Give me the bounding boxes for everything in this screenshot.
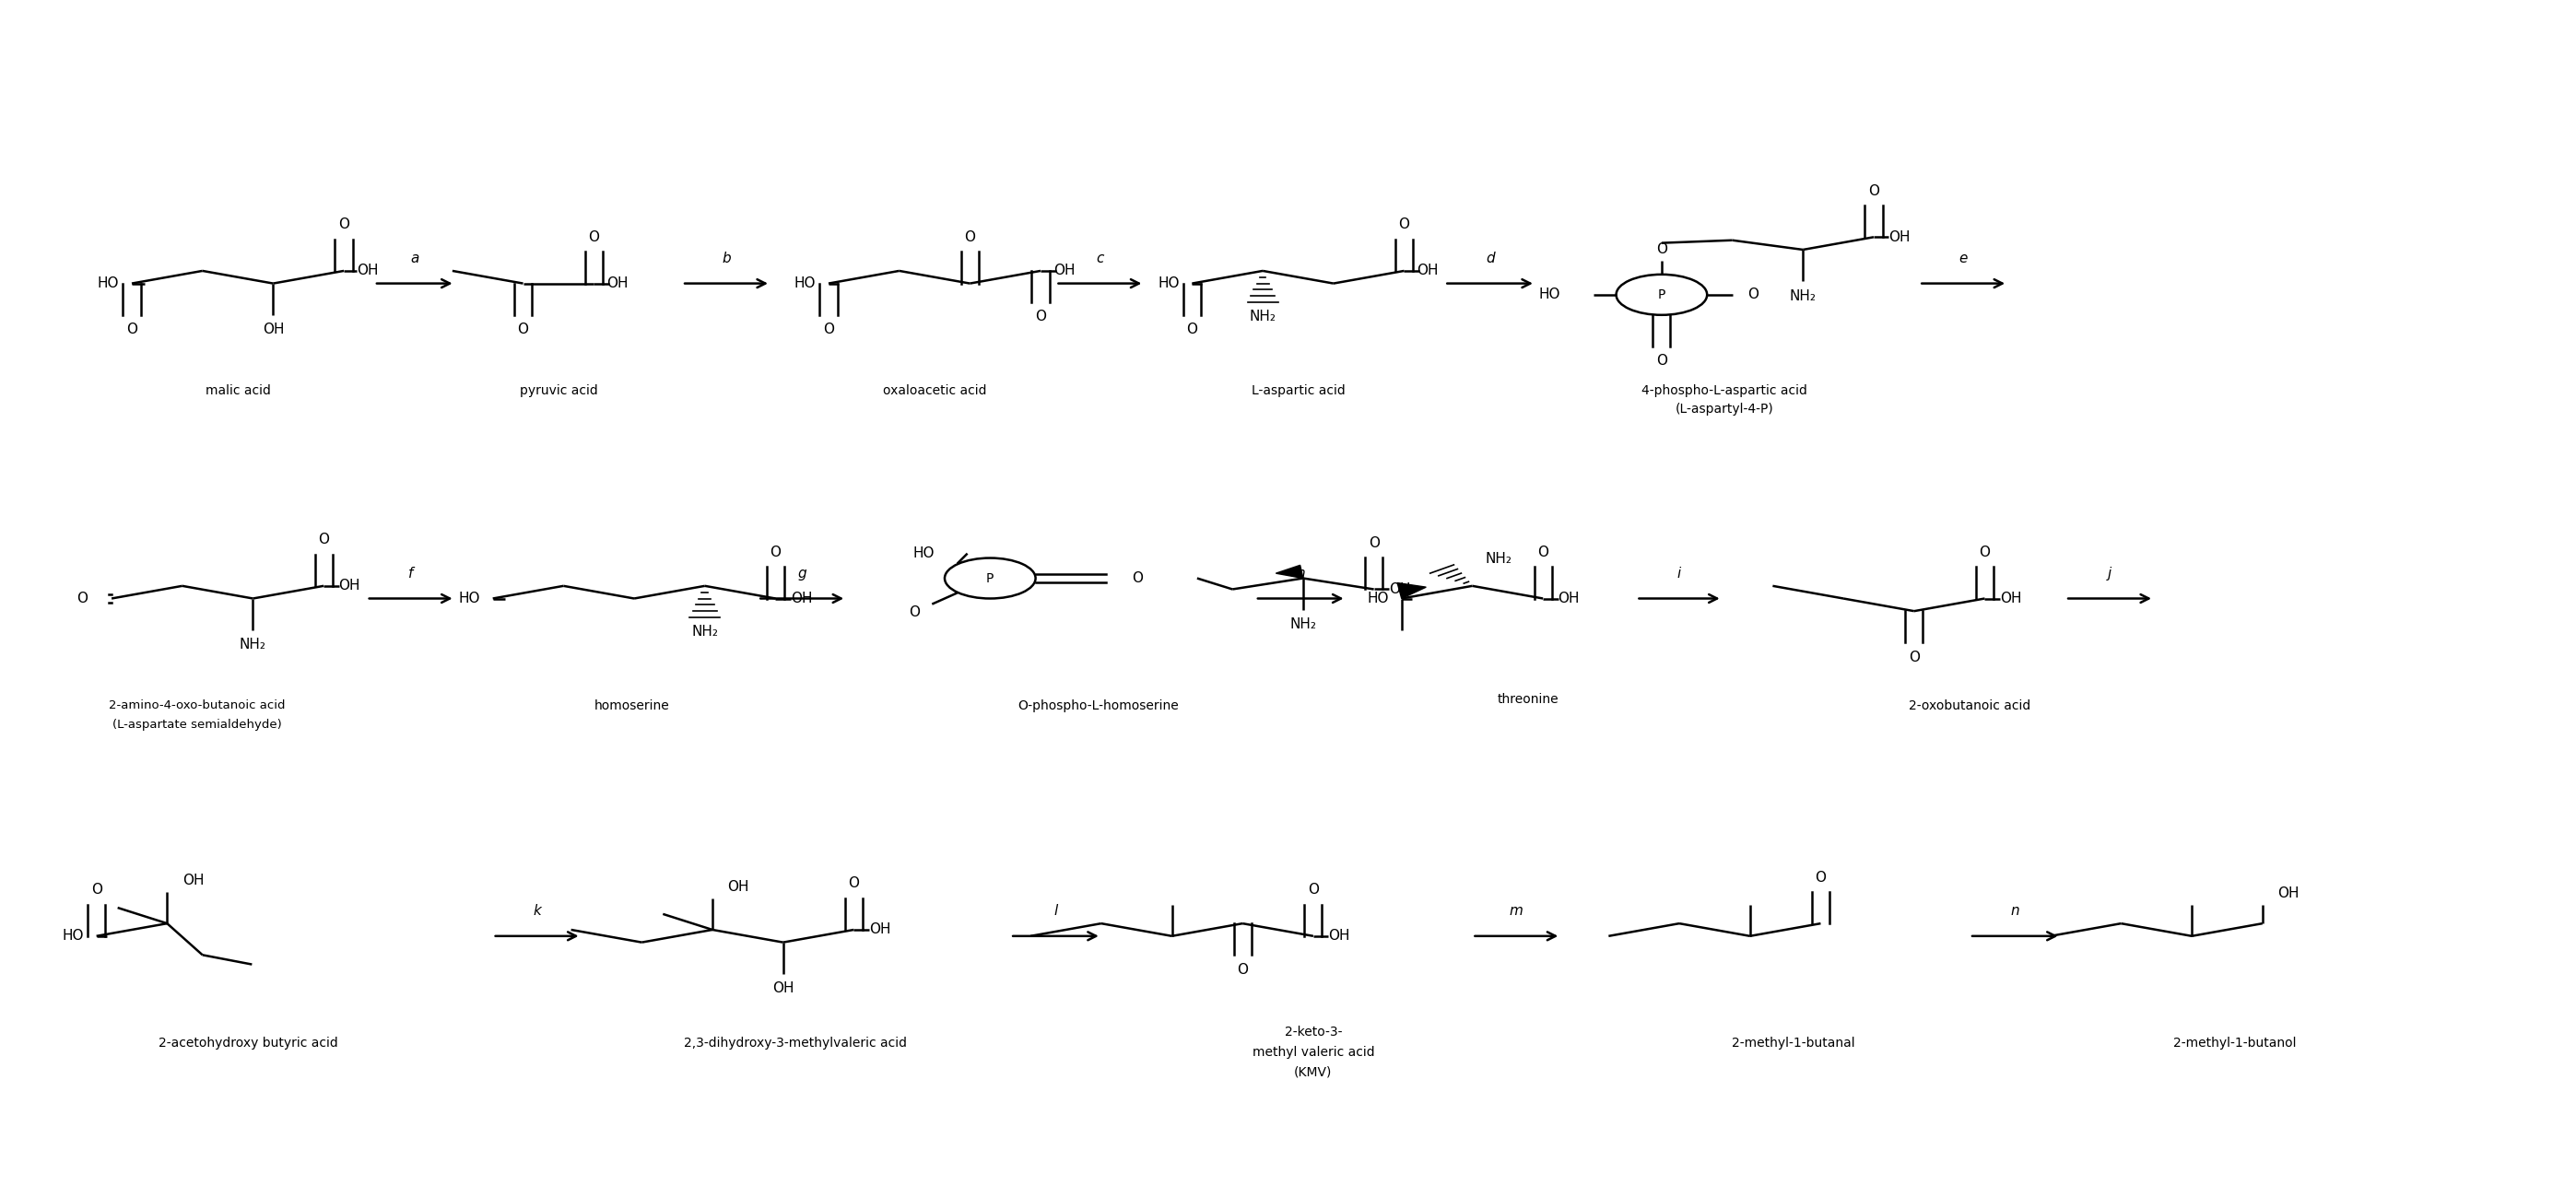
Text: 2-amino-4-oxo-butanoic acid: 2-amino-4-oxo-butanoic acid bbox=[108, 699, 286, 711]
Text: OH: OH bbox=[1388, 583, 1412, 596]
Text: homoserine: homoserine bbox=[595, 699, 670, 712]
Text: O: O bbox=[337, 218, 350, 232]
Text: HO: HO bbox=[1157, 277, 1180, 291]
Text: pyruvic acid: pyruvic acid bbox=[520, 384, 598, 396]
Text: HO: HO bbox=[459, 591, 479, 606]
Text: O: O bbox=[1909, 650, 1919, 664]
Text: O: O bbox=[848, 876, 860, 891]
Polygon shape bbox=[1396, 583, 1427, 598]
Text: h: h bbox=[1296, 567, 1306, 581]
Text: O: O bbox=[1656, 354, 1667, 367]
Polygon shape bbox=[1275, 565, 1303, 578]
Text: O: O bbox=[822, 323, 835, 336]
Text: NH₂: NH₂ bbox=[1249, 310, 1275, 324]
Text: O: O bbox=[1368, 536, 1378, 551]
Text: f: f bbox=[407, 567, 412, 581]
Text: (L-aspartate semialdehyde): (L-aspartate semialdehyde) bbox=[113, 718, 283, 730]
Text: O: O bbox=[1868, 184, 1880, 198]
Text: O: O bbox=[1309, 883, 1319, 897]
Text: OH: OH bbox=[605, 277, 629, 291]
Text: HO: HO bbox=[1538, 287, 1561, 302]
Text: oxaloacetic acid: oxaloacetic acid bbox=[884, 384, 987, 396]
Text: HO: HO bbox=[62, 929, 85, 943]
Text: O: O bbox=[587, 230, 600, 244]
Text: OH: OH bbox=[1329, 929, 1350, 943]
Text: O: O bbox=[1978, 546, 1991, 559]
Text: O: O bbox=[1188, 323, 1198, 336]
Text: OH: OH bbox=[1054, 263, 1074, 278]
Text: O: O bbox=[77, 591, 88, 606]
Text: OH: OH bbox=[1417, 263, 1437, 278]
Text: OH: OH bbox=[2277, 887, 2300, 900]
Text: O: O bbox=[1816, 870, 1826, 885]
Text: O: O bbox=[126, 323, 137, 336]
Text: malic acid: malic acid bbox=[206, 384, 270, 396]
Text: OH: OH bbox=[1888, 230, 1911, 244]
Text: OH: OH bbox=[340, 579, 361, 593]
Text: O: O bbox=[1399, 218, 1409, 232]
Text: O-phospho-L-homoserine: O-phospho-L-homoserine bbox=[1018, 699, 1180, 712]
Text: NH₂: NH₂ bbox=[690, 625, 719, 639]
Text: c: c bbox=[1095, 251, 1103, 266]
Text: b: b bbox=[721, 251, 732, 266]
Text: k: k bbox=[533, 905, 541, 918]
Text: HO: HO bbox=[793, 277, 817, 291]
Text: OH: OH bbox=[791, 591, 811, 606]
Text: 2-keto-3-: 2-keto-3- bbox=[1285, 1026, 1342, 1038]
Text: P: P bbox=[987, 572, 994, 584]
Text: (L-aspartyl-4-P): (L-aspartyl-4-P) bbox=[1674, 403, 1775, 415]
Text: O: O bbox=[963, 230, 976, 244]
Text: 4-phospho-L-aspartic acid: 4-phospho-L-aspartic acid bbox=[1641, 384, 1808, 396]
Text: O: O bbox=[90, 883, 103, 897]
Text: g: g bbox=[799, 567, 806, 581]
Text: O: O bbox=[518, 323, 528, 336]
Text: i: i bbox=[1677, 567, 1682, 581]
Text: OH: OH bbox=[355, 263, 379, 278]
Text: OH: OH bbox=[773, 982, 793, 996]
Text: OH: OH bbox=[263, 323, 283, 336]
Text: l: l bbox=[1054, 905, 1059, 918]
Text: O: O bbox=[909, 606, 920, 619]
Text: O: O bbox=[317, 533, 330, 547]
Text: O: O bbox=[1747, 287, 1759, 302]
Text: OH: OH bbox=[726, 880, 750, 894]
Text: 2-acetohydroxy butyric acid: 2-acetohydroxy butyric acid bbox=[157, 1037, 337, 1050]
Text: O: O bbox=[770, 546, 781, 559]
Text: m: m bbox=[1510, 905, 1522, 918]
Text: O: O bbox=[1036, 310, 1046, 324]
Text: 2-methyl-1-butanol: 2-methyl-1-butanol bbox=[2174, 1037, 2295, 1050]
Text: 2,3-dihydroxy-3-methylvaleric acid: 2,3-dihydroxy-3-methylvaleric acid bbox=[685, 1037, 907, 1050]
Text: O: O bbox=[1131, 571, 1144, 585]
Text: HO: HO bbox=[98, 277, 118, 291]
Text: L-aspartic acid: L-aspartic acid bbox=[1252, 384, 1345, 396]
Text: a: a bbox=[410, 251, 420, 266]
Text: d: d bbox=[1486, 251, 1494, 266]
Text: e: e bbox=[1958, 251, 1968, 266]
Text: NH₂: NH₂ bbox=[240, 638, 265, 651]
Text: O: O bbox=[1656, 243, 1667, 256]
Text: NH₂: NH₂ bbox=[1484, 552, 1512, 566]
Text: OH: OH bbox=[1999, 591, 2022, 606]
Text: threonine: threonine bbox=[1497, 693, 1558, 706]
Text: OH: OH bbox=[183, 874, 204, 888]
Text: O: O bbox=[1236, 962, 1249, 977]
Text: n: n bbox=[2012, 905, 2020, 918]
Text: 2-methyl-1-butanal: 2-methyl-1-butanal bbox=[1731, 1037, 1855, 1050]
Text: methyl valeric acid: methyl valeric acid bbox=[1252, 1045, 1376, 1058]
Text: NH₂: NH₂ bbox=[1790, 288, 1816, 303]
Text: P: P bbox=[1659, 288, 1667, 302]
Text: OH: OH bbox=[868, 923, 891, 937]
Text: j: j bbox=[2107, 567, 2112, 581]
Text: HO: HO bbox=[1368, 591, 1388, 606]
Text: O: O bbox=[1538, 546, 1548, 559]
Text: (KMV): (KMV) bbox=[1293, 1065, 1332, 1078]
Text: OH: OH bbox=[1558, 591, 1579, 606]
Text: HO: HO bbox=[912, 547, 935, 560]
Text: NH₂: NH₂ bbox=[1291, 618, 1316, 631]
Text: 2-oxobutanoic acid: 2-oxobutanoic acid bbox=[1909, 699, 2030, 712]
